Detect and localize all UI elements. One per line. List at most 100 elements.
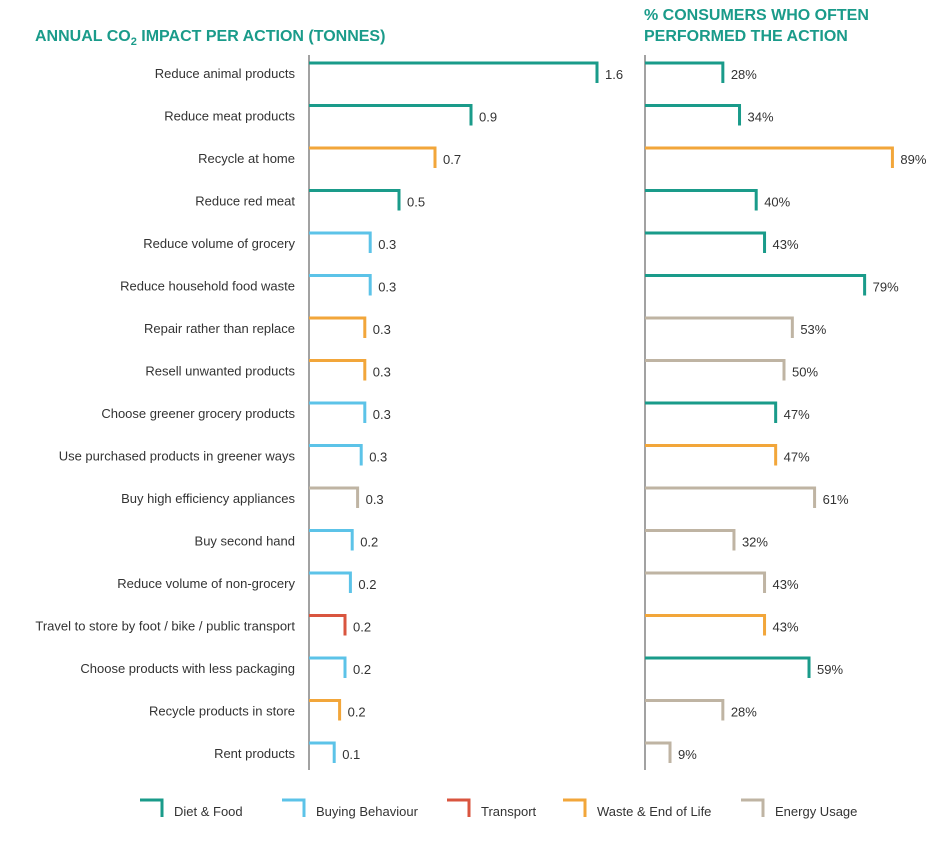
category-label: Use purchased products in greener ways (59, 449, 296, 464)
consumer-pct-label: 32% (742, 535, 768, 550)
category-label: Reduce meat products (164, 109, 295, 124)
category-label: Buy second hand (195, 534, 295, 549)
impact-value-label: 0.7 (443, 152, 461, 167)
consumer-pct-label: 47% (784, 407, 810, 422)
legend-swatch (447, 798, 471, 817)
category-label: Recycle products in store (149, 704, 295, 719)
consumer-pct-bar (645, 401, 778, 423)
consumer-pct-label: 9% (678, 747, 697, 762)
consumer-pct-label: 53% (800, 322, 826, 337)
impact-bar (309, 656, 347, 678)
impact-value-label: 0.3 (373, 407, 391, 422)
left-chart-title: ANNUAL CO2 IMPACT PER ACTION (TONNES) (35, 28, 385, 48)
impact-value-label: 0.1 (342, 747, 360, 762)
impact-value-label: 0.2 (358, 577, 376, 592)
consumer-pct-bar (645, 614, 767, 636)
legend-item: Energy Usage (741, 798, 857, 819)
impact-value-label: 0.3 (366, 492, 384, 507)
consumer-pct-bar (645, 741, 672, 763)
impact-bar (309, 231, 372, 253)
consumer-pct-label: 59% (817, 662, 843, 677)
consumer-pct-bar (645, 146, 894, 168)
category-label: Resell unwanted products (145, 364, 295, 379)
legend-label: Buying Behaviour (316, 804, 419, 819)
consumer-pct-bar (645, 359, 786, 381)
consumer-pct-label: 43% (773, 577, 799, 592)
impact-bar (309, 444, 363, 466)
impact-bar (309, 61, 599, 83)
consumer-pct-bar (645, 699, 725, 721)
impact-bar (309, 274, 372, 296)
legend-item: Transport (447, 798, 537, 819)
impact-value-label: 0.2 (360, 535, 378, 550)
consumer-pct-label: 43% (773, 237, 799, 252)
impact-value-label: 0.9 (479, 110, 497, 125)
category-label: Buy high efficiency appliances (121, 491, 295, 506)
consumer-pct-label: 34% (748, 110, 774, 125)
legend-label: Diet & Food (174, 804, 243, 819)
impact-value-label: 0.2 (353, 620, 371, 635)
impact-bar (309, 614, 347, 636)
consumer-pct-label: 79% (873, 280, 899, 295)
impact-bar (309, 486, 360, 508)
impact-bar (309, 699, 342, 721)
consumer-pct-bar (645, 529, 736, 551)
impact-value-label: 0.3 (369, 450, 387, 465)
legend-item: Buying Behaviour (282, 798, 419, 819)
consumer-pct-label: 47% (784, 450, 810, 465)
category-label: Reduce animal products (155, 66, 296, 81)
consumer-pct-label: 40% (764, 195, 790, 210)
impact-value-label: 0.3 (378, 280, 396, 295)
consumer-pct-bar (645, 444, 778, 466)
impact-bar (309, 401, 367, 423)
category-label: Repair rather than replace (144, 321, 295, 336)
consumer-pct-bar (645, 104, 742, 126)
consumer-pct-bar (645, 274, 867, 296)
category-label: Reduce household food waste (120, 279, 295, 294)
impact-bar (309, 189, 401, 211)
impact-bar (309, 104, 473, 126)
impact-bar (309, 146, 437, 168)
impact-value-label: 0.2 (353, 662, 371, 677)
category-label: Choose products with less packaging (80, 661, 295, 676)
impact-bar (309, 571, 352, 593)
impact-bar (309, 359, 367, 381)
legend-swatch (282, 798, 306, 817)
category-label: Rent products (214, 746, 295, 761)
consumer-pct-bar (645, 656, 811, 678)
category-label: Reduce volume of non-grocery (117, 576, 295, 591)
consumer-pct-bar (645, 231, 767, 253)
consumer-pct-bar (645, 61, 725, 83)
legend-label: Transport (481, 804, 537, 819)
impact-value-label: 0.2 (348, 705, 366, 720)
legend-swatch (140, 798, 164, 817)
legend-item: Waste & End of Life (563, 798, 711, 819)
legend-swatch (741, 798, 765, 817)
consumer-pct-label: 43% (773, 620, 799, 635)
consumer-pct-bar (645, 316, 794, 338)
consumer-pct-bar (645, 189, 758, 211)
consumer-pct-label: 50% (792, 365, 818, 380)
impact-bar (309, 741, 336, 763)
legend-label: Energy Usage (775, 804, 857, 819)
impact-value-label: 0.3 (373, 365, 391, 380)
right-chart-title-line2: PERFORMED THE ACTION (644, 28, 848, 45)
impact-value-label: 0.3 (373, 322, 391, 337)
consumer-pct-bar (645, 571, 767, 593)
consumer-pct-bar (645, 486, 817, 508)
category-label: Reduce red meat (195, 194, 295, 209)
consumer-pct-label: 61% (823, 492, 849, 507)
legend-item: Diet & Food (140, 798, 243, 819)
impact-value-label: 1.6 (605, 67, 623, 82)
legend-label: Waste & End of Life (597, 804, 711, 819)
impact-bar (309, 529, 354, 551)
impact-value-label: 0.5 (407, 195, 425, 210)
category-label: Travel to store by foot / bike / public … (35, 619, 295, 634)
category-label: Recycle at home (198, 151, 295, 166)
legend-swatch (563, 798, 587, 817)
consumer-pct-label: 28% (731, 67, 757, 82)
impact-bar (309, 316, 367, 338)
consumer-pct-label: 28% (731, 705, 757, 720)
impact-value-label: 0.3 (378, 237, 396, 252)
